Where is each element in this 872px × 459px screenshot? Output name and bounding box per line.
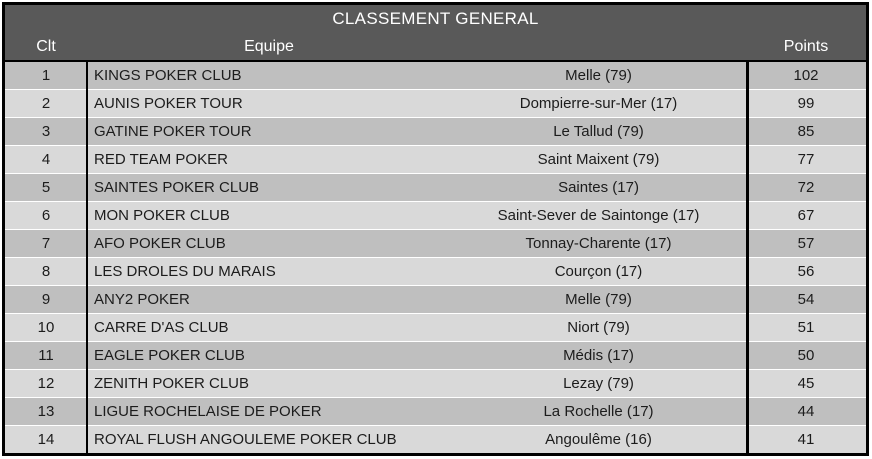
rank-cell: 2 xyxy=(41,95,51,112)
table-row: 11 EAGLE POKER CLUB Médis (17) 50 xyxy=(5,342,866,370)
team-cell: LIGUE ROCHELAISE DE POKER xyxy=(94,403,322,420)
points-cell: 85 xyxy=(797,123,815,140)
city-cell: Tonnay-Charente (17) xyxy=(525,235,672,252)
points-cell: 99 xyxy=(797,95,815,112)
city-cell: Le Tallud (79) xyxy=(553,123,644,140)
team-cell: EAGLE POKER CLUB xyxy=(94,347,245,364)
column-header-team: Equipe xyxy=(244,37,294,55)
table-row: 9 ANY2 POKER Melle (79) 54 xyxy=(5,286,866,314)
points-cell: 67 xyxy=(797,207,815,224)
city-cell: Saint Maixent (79) xyxy=(537,151,660,168)
table-row: 2 AUNIS POKER TOUR Dompierre-sur-Mer (17… xyxy=(5,90,866,118)
city-cell: La Rochelle (17) xyxy=(543,403,654,420)
column-header-points: Points xyxy=(783,37,829,55)
rank-cell: 10 xyxy=(37,319,55,336)
rank-cell: 7 xyxy=(41,235,51,252)
points-column-divider xyxy=(746,62,749,453)
points-cell: 57 xyxy=(797,235,815,252)
table-title-row: CLASSEMENT GENERAL xyxy=(5,5,866,33)
team-cell: RED TEAM POKER xyxy=(94,151,228,168)
rank-cell: 11 xyxy=(38,347,54,364)
city-cell: Angoulême (16) xyxy=(545,431,652,448)
rank-cell: 12 xyxy=(37,375,55,392)
team-cell: AUNIS POKER TOUR xyxy=(94,95,243,112)
city-cell: Saintes (17) xyxy=(558,179,639,196)
table-row: 10 CARRE D'AS CLUB Niort (79) 51 xyxy=(5,314,866,342)
city-cell: Melle (79) xyxy=(565,291,632,308)
table-row: 13 LIGUE ROCHELAISE DE POKER La Rochelle… xyxy=(5,398,866,426)
city-cell: Dompierre-sur-Mer (17) xyxy=(519,95,678,112)
team-cell: AFO POKER CLUB xyxy=(94,235,226,252)
city-cell: Médis (17) xyxy=(563,347,634,364)
table-row: 12 ZENITH POKER CLUB Lezay (79) 45 xyxy=(5,370,866,398)
team-cell: ROYAL FLUSH ANGOULEME POKER CLUB xyxy=(94,431,397,448)
rank-cell: 6 xyxy=(41,207,51,224)
team-cell: ANY2 POKER xyxy=(94,291,190,308)
points-cell: 45 xyxy=(797,375,815,392)
points-cell: 44 xyxy=(797,403,815,420)
team-cell: MON POKER CLUB xyxy=(94,207,230,224)
table-body: 1 KINGS POKER CLUB Melle (79) 102 2 AUNI… xyxy=(5,62,866,453)
rank-cell: 9 xyxy=(41,291,51,308)
points-cell: 41 xyxy=(797,431,815,448)
city-cell: Lezay (79) xyxy=(563,375,634,392)
table-row: 14 ROYAL FLUSH ANGOULEME POKER CLUB Ango… xyxy=(5,426,866,453)
points-cell: 102 xyxy=(793,67,819,84)
points-cell: 50 xyxy=(797,347,815,364)
team-cell: SAINTES POKER CLUB xyxy=(94,179,260,196)
city-cell: Courçon (17) xyxy=(554,263,643,280)
table-row: 6 MON POKER CLUB Saint-Sever de Saintong… xyxy=(5,202,866,230)
points-cell: 51 xyxy=(797,319,815,336)
team-cell: ZENITH POKER CLUB xyxy=(94,375,250,392)
points-cell: 77 xyxy=(797,151,815,168)
rank-cell: 5 xyxy=(41,179,51,196)
table-row: 1 KINGS POKER CLUB Melle (79) 102 xyxy=(5,62,866,90)
rank-column-divider xyxy=(86,62,88,453)
city-cell: Saint-Sever de Saintonge (17) xyxy=(497,207,700,224)
table-row: 5 SAINTES POKER CLUB Saintes (17) 72 xyxy=(5,174,866,202)
table-row: 3 GATINE POKER TOUR Le Tallud (79) 85 xyxy=(5,118,866,146)
team-cell: LES DROLES DU MARAIS xyxy=(94,263,276,280)
city-cell: Melle (79) xyxy=(565,67,632,84)
rank-cell: 3 xyxy=(41,123,51,140)
rank-cell: 13 xyxy=(37,403,55,420)
header-divider xyxy=(5,60,866,62)
team-cell: GATINE POKER TOUR xyxy=(94,123,252,140)
points-cell: 72 xyxy=(797,179,815,196)
rank-cell: 14 xyxy=(37,431,55,448)
rank-cell: 8 xyxy=(41,263,51,280)
column-header-row: Clt Equipe Points xyxy=(5,33,866,60)
points-cell: 56 xyxy=(797,263,815,280)
rank-cell: 4 xyxy=(41,151,51,168)
rank-cell: 1 xyxy=(41,67,51,84)
column-header-rank: Clt xyxy=(36,37,56,55)
team-cell: CARRE D'AS CLUB xyxy=(94,319,229,336)
table-row: 7 AFO POKER CLUB Tonnay-Charente (17) 57 xyxy=(5,230,866,258)
table-title: CLASSEMENT GENERAL xyxy=(332,9,539,28)
table-row: 4 RED TEAM POKER Saint Maixent (79) 77 xyxy=(5,146,866,174)
table-row: 8 LES DROLES DU MARAIS Courçon (17) 56 xyxy=(5,258,866,286)
city-cell: Niort (79) xyxy=(567,319,630,336)
team-cell: KINGS POKER CLUB xyxy=(94,67,242,84)
points-cell: 54 xyxy=(797,291,815,308)
